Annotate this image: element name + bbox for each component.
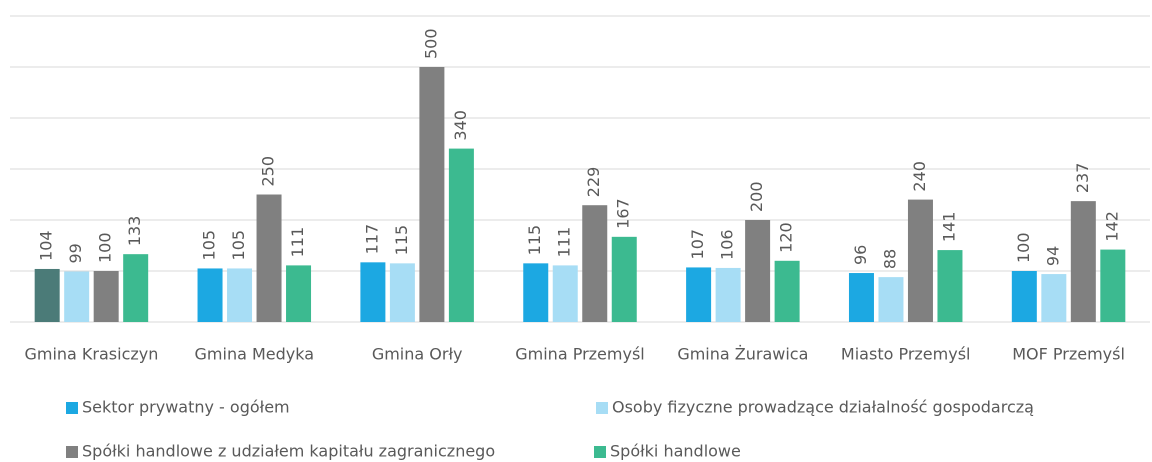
bar (774, 260, 800, 322)
data-label: 99 (66, 243, 85, 263)
bar (419, 67, 445, 322)
bar (1011, 271, 1037, 322)
bar (582, 205, 608, 322)
data-label: 229 (584, 167, 603, 198)
legend-label: Sektor prywatny - ogółem (82, 398, 290, 417)
bar (611, 236, 637, 322)
data-label: 100 (96, 232, 115, 263)
data-label: 500 (421, 28, 440, 59)
data-label: 106 (718, 229, 737, 260)
bar (552, 265, 578, 322)
data-label: 105 (229, 230, 248, 261)
bar (745, 220, 771, 322)
data-label: 250 (259, 156, 278, 187)
bar (1070, 201, 1096, 322)
legend-swatch (594, 446, 606, 458)
data-label: 107 (688, 229, 707, 260)
x-tick-label: Gmina Orły (372, 345, 463, 364)
legend-label: Spółki handlowe z udziałem kapitału zagr… (82, 442, 495, 461)
bar (34, 268, 60, 322)
x-tick-label: Gmina Żurawica (677, 345, 808, 364)
data-label: 104 (37, 230, 56, 261)
bar (93, 271, 119, 322)
x-tick-label: Gmina Przemyśl (515, 345, 644, 364)
data-label: 141 (939, 212, 958, 243)
bar (686, 267, 712, 322)
bar (256, 194, 282, 322)
x-tick-label: Miasto Przemyśl (841, 345, 971, 364)
bar (360, 262, 386, 322)
data-label: 94 (1043, 246, 1062, 266)
data-label: 115 (525, 225, 544, 256)
data-label: 115 (392, 225, 411, 256)
bar (848, 273, 874, 322)
data-label: 237 (1073, 163, 1092, 194)
legend-swatch (66, 402, 78, 414)
bar (227, 268, 253, 322)
bar (937, 250, 963, 322)
data-label: 111 (288, 227, 307, 258)
data-label: 340 (451, 110, 470, 141)
legend-swatch (596, 402, 608, 414)
data-label: 120 (777, 222, 796, 253)
data-label: 200 (747, 181, 766, 212)
data-label: 111 (555, 227, 574, 258)
data-label: 133 (125, 216, 144, 247)
legend-label: Spółki handlowe (610, 442, 741, 461)
bar (1100, 249, 1126, 322)
x-tick-label: MOF Przemyśl (1012, 345, 1125, 364)
data-label: 142 (1102, 211, 1121, 242)
x-tick-label: Gmina Krasiczyn (24, 345, 158, 364)
legend-swatch (66, 446, 78, 458)
bar (64, 271, 90, 322)
data-label: 167 (614, 198, 633, 229)
data-label: 96 (851, 245, 870, 265)
bar (389, 263, 415, 322)
legend-label: Osoby fizyczne prowadzące działalność go… (612, 398, 1034, 417)
x-tick-label: Gmina Medyka (195, 345, 315, 364)
data-label: 100 (1014, 232, 1033, 263)
bar (523, 263, 549, 322)
data-label: 105 (200, 230, 219, 261)
data-label: 117 (362, 224, 381, 255)
bar (907, 199, 933, 322)
data-label: 88 (880, 249, 899, 269)
bar (123, 254, 149, 322)
bar (286, 265, 312, 322)
data-label: 240 (910, 161, 929, 192)
bar (448, 148, 474, 322)
bar (197, 268, 223, 322)
bar (715, 267, 741, 322)
bar (1041, 274, 1067, 322)
bar (878, 277, 904, 322)
